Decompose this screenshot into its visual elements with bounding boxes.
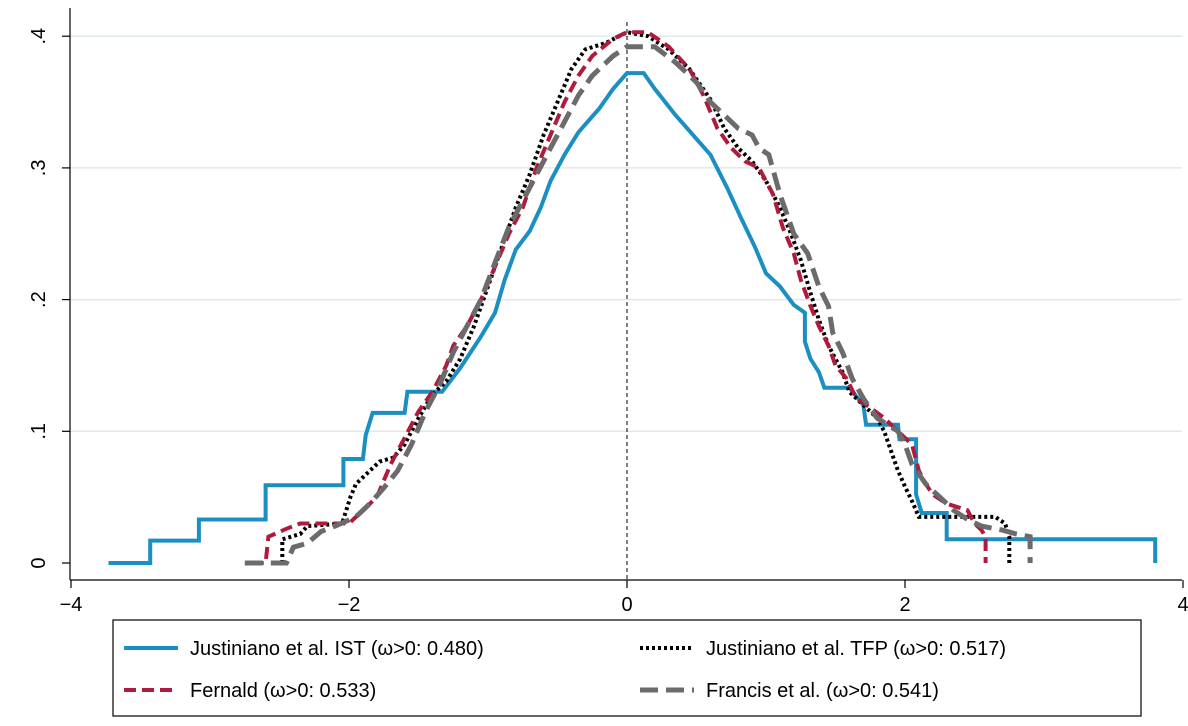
x-tick-label: 4	[1177, 594, 1188, 616]
legend-box	[112, 619, 1142, 717]
legend-label-2: Justiniano et al. TFP (ω>0: 0.517)	[706, 638, 1006, 660]
x-tick-label: −2	[338, 594, 361, 616]
axes-layer: 0 .1 .2 .3 .4 −4 −2 0 2 4	[28, 8, 1188, 616]
y-tick-label: .3	[28, 160, 50, 177]
x-tick-label: 2	[899, 594, 910, 616]
legend-label-3: Fernald (ω>0: 0.533)	[190, 680, 376, 702]
series-line-4	[244, 44, 1033, 566]
series-line-3	[251, 30, 988, 565]
legend: Justiniano et al. IST (ω>0: 0.480) Justin…	[112, 619, 1142, 717]
legend-label-4: Francis et al. (ω>0: 0.541)	[706, 680, 939, 702]
series-layer	[108, 30, 1158, 566]
y-tick-label: .4	[28, 28, 50, 45]
grid-layer	[70, 35, 1182, 433]
y-tick-label: .2	[28, 291, 50, 308]
x-tick-label: 0	[621, 594, 632, 616]
series-line-1	[108, 71, 1158, 565]
y-tick-label: .1	[28, 423, 50, 440]
x-tick-label: −4	[60, 594, 83, 616]
series-line-2	[280, 30, 1012, 563]
legend-label-1: Justiniano et al. IST (ω>0: 0.480)	[190, 638, 484, 660]
y-tick-label: 0	[28, 557, 50, 568]
